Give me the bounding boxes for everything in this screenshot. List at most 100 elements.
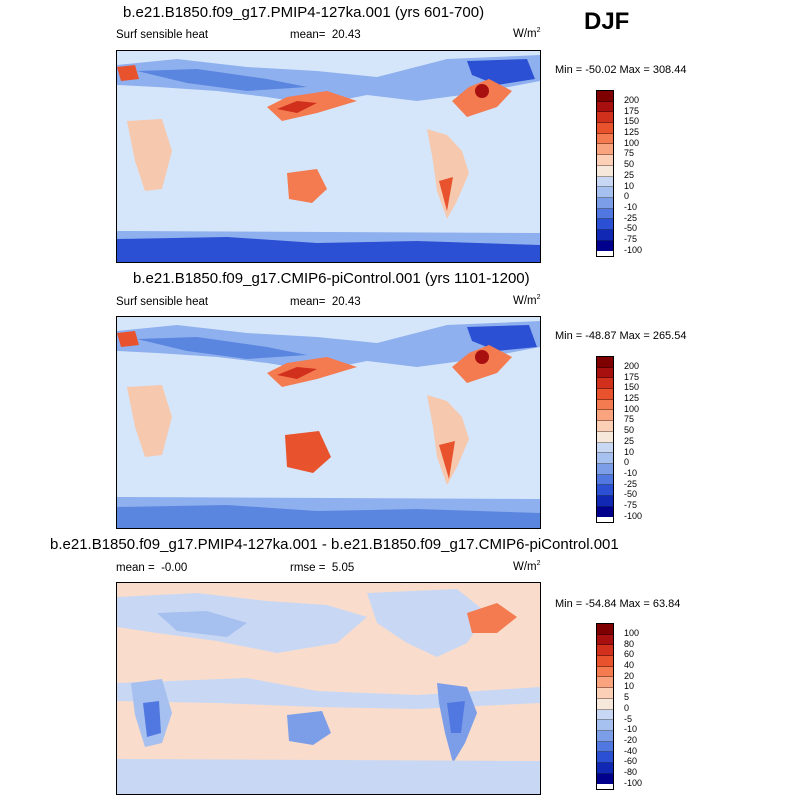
cbar-2-label: 150 xyxy=(624,382,640,393)
cbar-2-swatch xyxy=(597,378,613,390)
cbar-1-label: -50 xyxy=(624,223,638,234)
panel-3-units: W/m2 xyxy=(513,560,541,573)
panel-3-colorbar-labels: 100 80 60 40 20 10 5 0 -5 -10 -20 -40 -6… xyxy=(624,628,642,788)
panel-1-title: b.e21.B1850.f09_g17.PMIP4-127ka.001 (yrs… xyxy=(123,4,485,21)
panel-3-title: b.e21.B1850.f09_g17.PMIP4-127ka.001 - b.… xyxy=(50,536,619,553)
cbar-1-label: 150 xyxy=(624,116,640,127)
cbar-3-swatch xyxy=(597,720,613,731)
cbar-3-swatch xyxy=(597,709,613,721)
panel-3-units-exp: 2 xyxy=(536,560,541,567)
cbar-1-swatch xyxy=(597,91,613,102)
panel-2-colorbar xyxy=(596,356,614,523)
cbar-3-label: -5 xyxy=(624,713,633,724)
cbar-3-swatch xyxy=(597,656,613,667)
cbar-1-swatch xyxy=(597,197,613,209)
cbar-2-swatch xyxy=(597,474,613,486)
cbar-2-label: 100 xyxy=(624,403,640,414)
panel-1-map-svg xyxy=(117,51,540,262)
cbar-2-swatch xyxy=(597,495,613,507)
cbar-2-label: -75 xyxy=(624,499,638,510)
cbar-1-swatch xyxy=(597,123,613,134)
cbar-3-swatch xyxy=(597,677,613,689)
cbar-2-swatch xyxy=(597,399,613,411)
cbar-1-swatch xyxy=(597,144,613,156)
cbar-2-label: 25 xyxy=(624,435,635,446)
panel-1-minmax: Min = -50.02 Max = 308.44 xyxy=(555,64,687,76)
panel-3-units-base: W/m xyxy=(513,560,537,573)
cbar-3-swatch xyxy=(597,741,613,753)
cbar-3-swatch xyxy=(597,666,613,678)
cbar-2-swatch xyxy=(597,389,613,400)
panel-1-mean: mean= 20.43 xyxy=(290,29,361,41)
cbar-3-label: 40 xyxy=(624,660,635,671)
season-label: DJF xyxy=(584,8,630,35)
panel-1-units-base: W/m xyxy=(513,27,537,40)
panel-3-mean: mean = -0.00 xyxy=(116,562,187,574)
cbar-2-swatch xyxy=(597,421,613,432)
cbar-3-label: -10 xyxy=(624,724,638,735)
panel-1-units: W/m2 xyxy=(513,27,541,40)
cbar-1-swatch xyxy=(597,165,613,177)
panel-2-variable: Surf sensible heat xyxy=(116,296,209,308)
panel-2-colorbar-labels: 200 175 150 125 100 75 50 25 10 0 -10 -2… xyxy=(624,361,642,521)
panel-3-minmax: Min = -54.84 Max = 63.84 xyxy=(555,598,681,610)
cbar-2-label: -10 xyxy=(624,467,638,478)
cbar-3-swatch xyxy=(597,752,613,763)
panel-3-map xyxy=(116,582,541,795)
panel-2-units: W/m2 xyxy=(513,294,541,307)
cbar-2-swatch xyxy=(597,463,613,475)
cbar-1-label: -25 xyxy=(624,212,638,223)
panel-3-colorbar xyxy=(596,623,614,790)
panel-3-mean-label: mean = xyxy=(116,562,155,574)
panel-2-map xyxy=(116,316,541,529)
cbar-3-swatch xyxy=(597,624,613,635)
cbar-3-label: -80 xyxy=(624,766,638,777)
panel-2-minmax: Min = -48.87 Max = 265.54 xyxy=(555,330,687,342)
cbar-3-label: 20 xyxy=(624,670,635,681)
cbar-2-label: 75 xyxy=(624,414,635,425)
cbar-2-swatch xyxy=(597,506,613,518)
cbar-3-label: -20 xyxy=(624,734,638,745)
cbar-3-label: 80 xyxy=(624,638,635,649)
panel-2-mean-label: mean= xyxy=(290,296,326,308)
cbar-1-label: 125 xyxy=(624,127,640,138)
cbar-2-label: 10 xyxy=(624,446,635,457)
cbar-2-swatch xyxy=(597,357,613,368)
cbar-1-label: -75 xyxy=(624,233,638,244)
cbar-2-swatch xyxy=(597,410,613,422)
cbar-3-label: -60 xyxy=(624,756,638,767)
cbar-3-swatch xyxy=(597,762,613,774)
panel-2-mean: mean= 20.43 xyxy=(290,296,361,308)
cbar-1-swatch xyxy=(597,187,613,198)
cbar-2-label: 125 xyxy=(624,393,640,404)
panel-1-colorbar xyxy=(596,90,614,257)
cbar-2-label: -100 xyxy=(624,510,643,521)
cbar-3-swatch xyxy=(597,688,613,699)
cbar-3-swatch xyxy=(597,634,613,646)
cbar-2-swatch xyxy=(597,485,613,496)
panel-1-colorbar-labels: 200 175 150 125 100 75 50 25 10 0 -10 -2… xyxy=(624,95,642,255)
cbar-3-label: -40 xyxy=(624,745,638,756)
panel-1-map xyxy=(116,50,541,263)
cbar-2-label: -25 xyxy=(624,478,638,489)
cbar-1-swatch xyxy=(597,155,613,166)
panel-2-mean-value: 20.43 xyxy=(331,296,361,308)
cbar-1-label: 100 xyxy=(624,137,640,148)
cbar-2-label: -50 xyxy=(624,489,638,500)
cbar-2-label: 200 xyxy=(624,361,640,371)
cbar-1-swatch xyxy=(597,229,613,241)
cbar-3-label: -100 xyxy=(624,777,643,788)
panel-3-rmse-label: rmse = xyxy=(290,562,326,574)
cbar-2-swatch xyxy=(597,453,613,464)
cbar-3-label: 5 xyxy=(624,692,630,703)
cbar-1-label: 75 xyxy=(624,148,635,159)
cbar-3-swatch xyxy=(597,698,613,710)
cbar-1-swatch xyxy=(597,240,613,252)
panel-1-units-exp: 2 xyxy=(536,27,541,34)
panel-3-map-svg xyxy=(117,583,540,794)
cbar-3-swatch xyxy=(597,773,613,785)
panel-2-units-exp: 2 xyxy=(536,294,541,301)
cbar-3-swatch xyxy=(597,645,613,657)
cbar-3-label: 100 xyxy=(624,628,640,638)
cbar-3-label: 0 xyxy=(624,702,630,713)
